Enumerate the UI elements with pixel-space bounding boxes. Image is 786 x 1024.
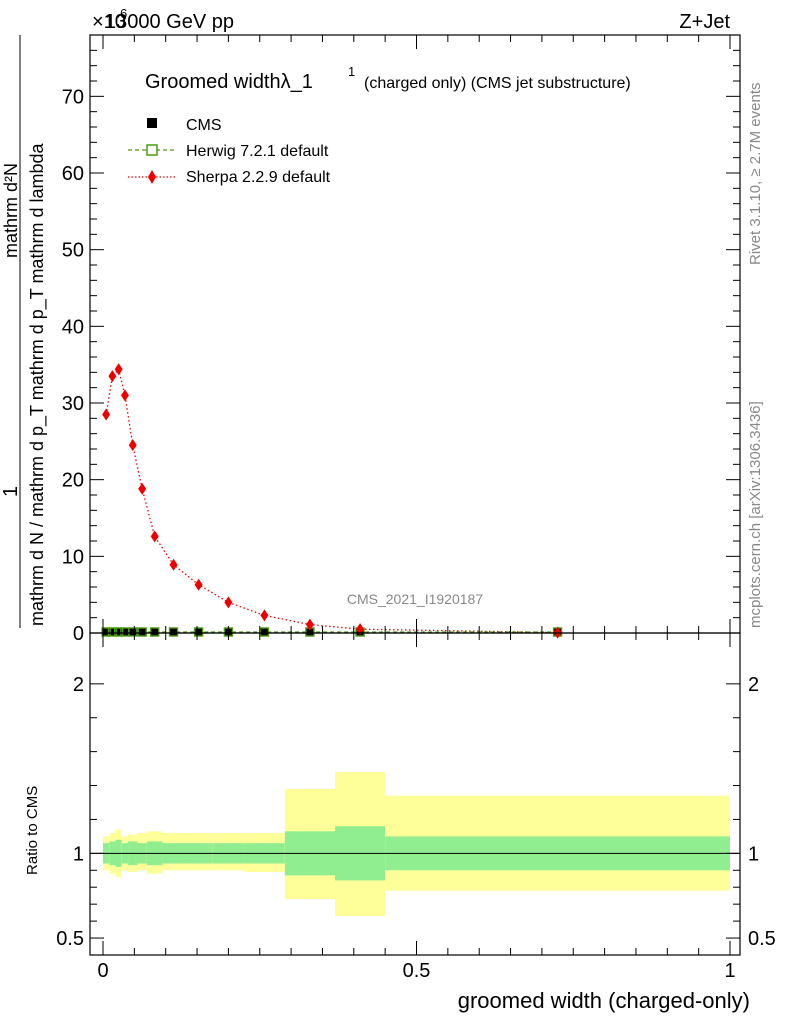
main-x-ticks [102,35,731,633]
ratio-frame [89,632,741,956]
x-tick-label: 0 [97,960,108,982]
sherpa-point [356,623,365,636]
sherpa-point [305,618,314,631]
ratio-y-label: Ratio to CMS [24,786,41,875]
sherpa-point [108,370,117,383]
main-panel: 0 10 20 30 40 50 60 70 [62,34,741,645]
cms-point [138,628,147,636]
chart-title: Groomed widthλ_1 [145,71,313,93]
main-y-tick-label: 60 [62,163,84,185]
cms-point [108,628,117,636]
x-tick-label: 0.5 [403,960,431,982]
exponent-power: 6 [120,6,127,21]
mcplots-label: mcplots.cern.ch [arXiv:1306.3436] [747,401,764,628]
x-tick-labels: 0 0.5 1 [97,960,735,982]
sherpa-point [169,558,178,571]
herwig-point [113,627,124,637]
cms-point [114,628,123,636]
main-y-tick-label: 70 [62,86,84,108]
legend-cms-label: CMS [186,117,222,134]
ylabel-one: 1 [0,486,22,497]
ratio-y-tick-label: 1 [73,843,84,865]
sherpa-point [150,530,159,543]
main-y-tick-label: 50 [62,240,84,262]
ratio-y-tick-label-right: 0.5 [748,928,776,950]
energy-label: 13000 GeV pp [105,11,234,33]
cms-point [194,628,203,636]
cms-point [150,628,159,636]
main-y-axis-label: 1 mathrm d N / mathrm d p_T mathrm d p_T… [0,35,48,628]
herwig-point [168,627,179,637]
ratio-y-tick-label: 2 [73,674,84,696]
legend-herwig-marker [146,144,158,156]
ratio-panel: 0.5 0.5 1 1 2 2 [56,632,776,956]
ratio-bands-layer [103,771,730,917]
sherpa-point [194,578,203,591]
main-y-tick-label: 40 [62,316,84,338]
chart-subtitle: (charged only) (CMS jet substructure) [364,75,631,92]
herwig-point [107,627,118,637]
main-series-layer [101,363,563,639]
main-y-tick-label: 10 [62,546,84,568]
cms-point [260,628,269,636]
cms-point [102,628,111,636]
herwig-point [137,627,147,637]
ylabel-numerator: mathrm d²N [1,163,21,258]
herwig-point [150,627,160,637]
sherpa-point [128,439,137,452]
ylabel-denominator: mathrm d N / mathrm d p_T mathrm d p_T m… [27,143,48,626]
herwig-point [101,627,111,637]
cms-point [305,628,314,636]
main-y-tick-label: 30 [62,393,84,415]
sherpa-line [105,367,558,634]
herwig-point [193,627,204,637]
main-y-tick-label: 0 [73,623,84,645]
sherpa-point [260,609,269,622]
legend-sherpa-label: Sherpa 2.2.9 default [186,169,331,186]
x-axis-label: groomed width (charged-only) [458,988,750,1013]
legend-cms-marker [147,118,157,128]
ratio-y-tick-label-right: 2 [748,674,759,696]
sherpa-point [138,482,147,495]
process-label: Z+Jet [679,11,730,33]
chart-title-sup: 1 [348,64,355,79]
ratio-x-ticks [102,633,731,955]
herwig-point [128,627,138,637]
ratio-y-tick-label-right: 1 [748,843,759,865]
cms-point [128,628,137,636]
exponent-label: ×10 [92,11,126,33]
sherpa-point [224,596,233,609]
watermark: CMS_2021_I1920187 [347,591,483,607]
main-y-tick-label: 20 [62,470,84,492]
legend-sherpa-marker [148,170,156,184]
cms-point [120,628,129,636]
legend: CMS Herwig 7.2.1 default Sherpa 2.2.9 de… [128,117,331,186]
rivet-label: Rivet 3.1.10, ≥ 2.7M events [747,83,764,266]
ratio-y-ticks: 0.5 0.5 1 1 2 2 [56,674,776,950]
main-y-ticks: 0 10 20 30 40 50 60 70 [62,34,740,645]
sherpa-point [102,408,111,421]
legend-herwig-label: Herwig 7.2.1 default [186,143,329,160]
ratio-y-tick-label: 0.5 [56,928,84,950]
sherpa-point [120,389,129,402]
herwig-point [259,627,270,637]
x-tick-label: 1 [724,960,735,982]
cms-point [169,628,178,636]
sherpa-point [114,363,123,376]
